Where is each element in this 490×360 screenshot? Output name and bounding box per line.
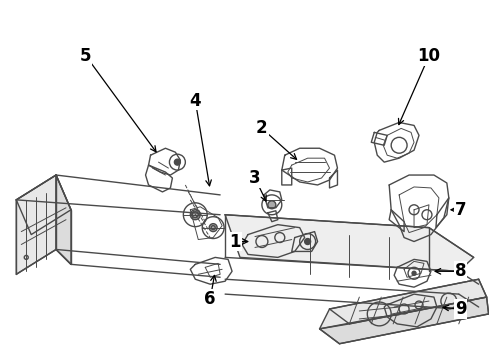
Polygon shape (319, 297, 489, 344)
Text: 10: 10 (417, 47, 441, 65)
Circle shape (190, 210, 200, 220)
Polygon shape (16, 175, 56, 274)
Text: 8: 8 (455, 262, 466, 280)
Text: 4: 4 (190, 91, 201, 109)
Polygon shape (16, 175, 71, 235)
Polygon shape (319, 279, 487, 329)
Text: 3: 3 (249, 169, 261, 187)
Circle shape (174, 159, 180, 165)
Text: 2: 2 (256, 120, 268, 138)
Circle shape (209, 224, 217, 231)
Polygon shape (225, 215, 474, 271)
Text: 9: 9 (455, 300, 466, 318)
Circle shape (305, 239, 311, 244)
Text: 6: 6 (204, 290, 216, 308)
Polygon shape (56, 175, 71, 264)
Text: 1: 1 (229, 233, 241, 251)
Circle shape (268, 201, 276, 209)
Circle shape (412, 271, 416, 275)
Text: 7: 7 (455, 201, 466, 219)
Text: 5: 5 (80, 47, 92, 65)
